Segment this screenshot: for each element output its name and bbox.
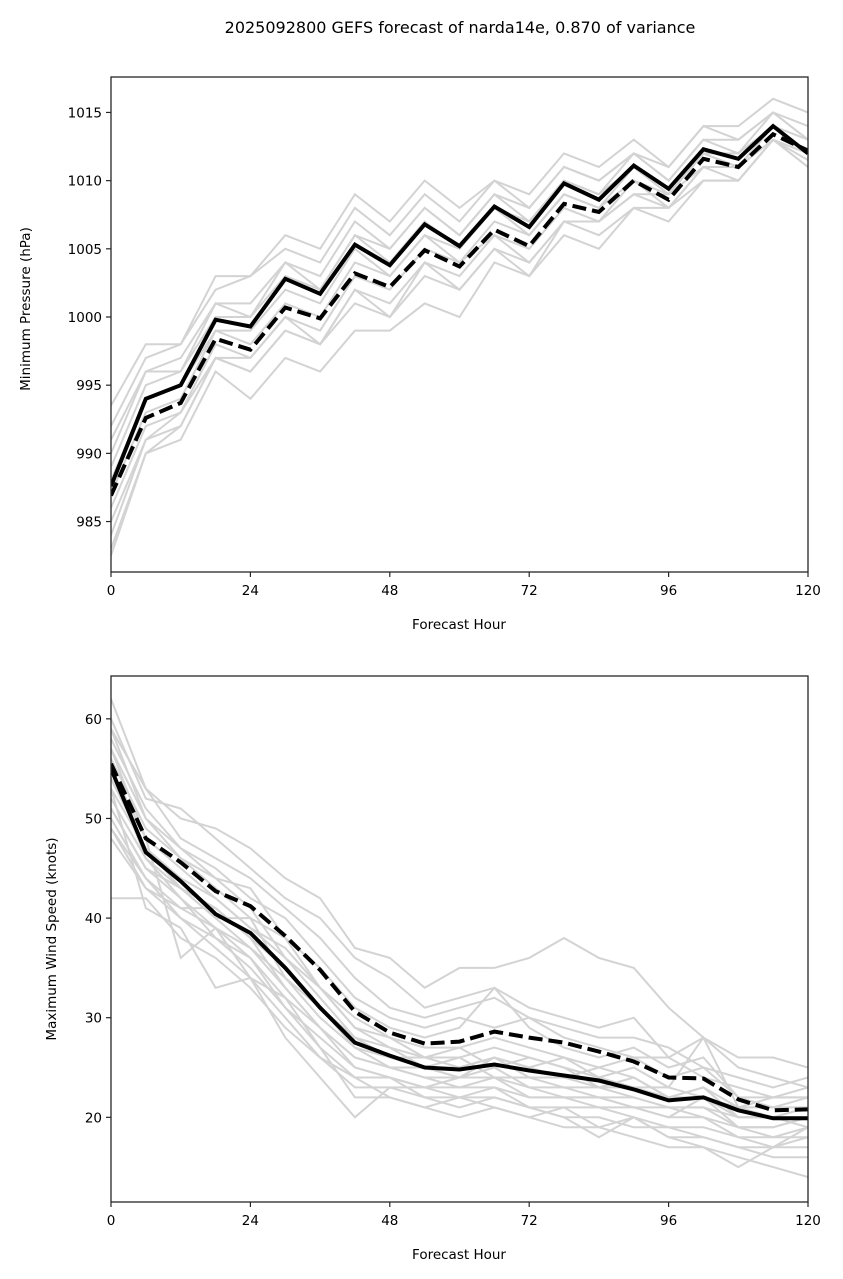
wind-y-ticks: 20 30 40 50 60 [85, 712, 111, 1126]
pressure-x-tick-label: 0 [107, 583, 116, 599]
pressure-y-tick-label: 1000 [68, 310, 102, 326]
pressure-y-tick-label: 995 [76, 378, 102, 394]
wind-line-member-14 [111, 837, 808, 1149]
pressure-x-tick-label: 48 [381, 583, 398, 599]
wind-x-tick-label: 72 [521, 1213, 538, 1229]
wind-x-ticks: 0 24 48 72 96 120 [107, 1202, 821, 1229]
chart-title: 2025092800 GEFS forecast of narda14e, 0.… [225, 18, 696, 37]
pressure-x-tick-label: 120 [795, 583, 821, 599]
pressure-y-ticks: 985 990 995 1000 1005 1010 1015 [68, 105, 111, 531]
wind-line-member-20 [111, 827, 808, 1119]
wind-panel: 0 24 48 72 96 120 20 30 40 50 60 Forecast Hour Ma… [44, 675, 821, 1263]
pressure-x-tick-label: 72 [521, 583, 538, 599]
wind-x-tick-label: 120 [795, 1213, 821, 1229]
wind-x-axis-label: Forecast Hour [412, 1247, 506, 1263]
pressure-x-tick-label: 96 [660, 583, 677, 599]
pressure-y-axis-label: Minimum Pressure (hPa) [18, 227, 34, 391]
pressure-line-member-09 [111, 138, 808, 522]
wind-line-member-01 [111, 698, 808, 1069]
pressure-x-ticks: 0 24 48 72 96 120 [107, 572, 821, 599]
wind-line-member-17 [111, 748, 808, 1169]
wind-x-tick-label: 24 [242, 1213, 259, 1229]
wind-line-member-12 [111, 817, 808, 1139]
wind-y-axis-label: Maximum Wind Speed (knots) [44, 837, 60, 1040]
wind-y-tick-label: 20 [85, 1110, 102, 1126]
pressure-y-tick-label: 1005 [68, 242, 102, 258]
wind-line-ensemble-mean [111, 762, 808, 1113]
pressure-y-tick-label: 990 [76, 446, 102, 462]
wind-series-group [111, 698, 808, 1179]
pressure-axes-frame [110, 76, 809, 573]
pressure-line-member-11 [111, 138, 808, 550]
wind-y-tick-label: 60 [85, 712, 102, 728]
wind-line-member-18 [111, 788, 808, 1129]
wind-x-tick-label: 96 [660, 1213, 677, 1229]
pressure-line-ensemble-mean [111, 131, 808, 497]
wind-axes-frame [110, 675, 809, 1203]
pressure-x-axis-label: Forecast Hour [412, 617, 506, 633]
wind-x-tick-label: 0 [107, 1213, 116, 1229]
wind-line-member-02 [111, 718, 808, 1089]
pressure-line-member-02 [111, 111, 808, 427]
wind-y-tick-label: 50 [85, 811, 102, 827]
wind-x-tick-label: 48 [381, 1213, 398, 1229]
pressure-line-member-12 [111, 124, 808, 556]
wind-line-member-05 [111, 748, 808, 1099]
pressure-x-tick-label: 24 [242, 583, 259, 599]
wind-y-tick-label: 30 [85, 1011, 102, 1027]
pressure-y-tick-label: 985 [76, 515, 102, 531]
pressure-y-tick-label: 1015 [68, 105, 102, 121]
pressure-line-member-04 [111, 111, 808, 454]
wind-y-tick-label: 40 [85, 911, 102, 927]
pressure-series-group [111, 97, 808, 556]
wind-line-reconstruction [111, 767, 808, 1121]
pressure-y-tick-label: 1010 [68, 174, 102, 190]
pressure-line-reconstruction [111, 123, 808, 487]
pressure-panel: 0 24 48 72 96 120 985 990 995 1000 1005 1010 1015 F… [18, 76, 821, 633]
